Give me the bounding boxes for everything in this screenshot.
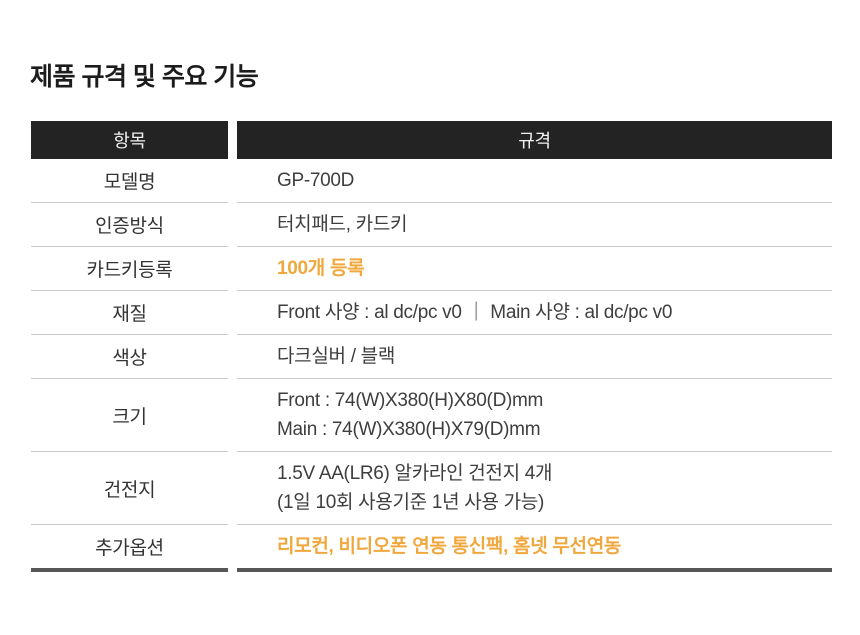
row-value: 다크실버 / 블랙 xyxy=(237,335,832,379)
row-value: 리모컨, 비디오폰 연동 통신팩, 홈넷 무선연동 xyxy=(237,525,832,572)
row-value-line: (1일 10회 사용기준 1년 사용 가능) xyxy=(277,492,544,513)
row-label: 추가옵션 xyxy=(31,525,228,572)
table-header-row: 항목 규격 xyxy=(31,121,832,159)
table-row: 재질 Front 사양 : al dc/pc v0 ｜ Main 사양 : al … xyxy=(31,291,832,335)
row-label: 카드키등록 xyxy=(31,247,228,291)
row-value-line: 1.5V AA(LR6) 알카라인 건전지 4개 xyxy=(277,463,553,484)
row-label: 크기 xyxy=(31,379,228,452)
row-label: 재질 xyxy=(31,291,228,335)
row-value-line: Main : 74(W)X380(H)X79(D)mm xyxy=(277,419,541,440)
table-row: 인증방식 터치패드, 카드키 xyxy=(31,203,832,247)
column-header-spec: 규격 xyxy=(237,121,832,159)
row-value-line: 리모컨, 비디오폰 연동 통신팩, 홈넷 무선연동 xyxy=(277,536,622,557)
table-body: 모델명 GP-700D 인증방식 터치패드, 카드키 카드키등록 100개 등록 재질 Fro… xyxy=(31,159,832,572)
table-row: 추가옵션 리모컨, 비디오폰 연동 통신팩, 홈넷 무선연동 xyxy=(31,525,832,572)
row-label: 건전지 xyxy=(31,452,228,525)
row-label: 인증방식 xyxy=(31,203,228,247)
table-row: 색상 다크실버 / 블랙 xyxy=(31,335,832,379)
row-value: Front 사양 : al dc/pc v0 ｜ Main 사양 : al dc… xyxy=(237,291,832,335)
column-header-item: 항목 xyxy=(31,121,228,159)
row-value: 터치패드, 카드키 xyxy=(237,203,832,247)
page-title: 제품 규격 및 주요 기능 xyxy=(30,63,259,91)
row-value-line: 다크실버 / 블랙 xyxy=(277,346,396,367)
row-value: 100개 등록 xyxy=(237,247,832,291)
row-label: 색상 xyxy=(31,335,228,379)
row-value-line: Front : 74(W)X380(H)X80(D)mm xyxy=(277,390,544,411)
table-row: 건전지 1.5V AA(LR6) 알카라인 건전지 4개 (1일 10회 사용기준 … xyxy=(31,452,832,525)
row-value-line: Front 사양 : al dc/pc v0 ｜ Main 사양 : al dc… xyxy=(277,302,673,323)
table-row: 모델명 GP-700D xyxy=(31,159,832,203)
row-value-line: 100개 등록 xyxy=(277,258,365,279)
row-label: 모델명 xyxy=(31,159,228,203)
table-row: 크기 Front : 74(W)X380(H)X80(D)mm Main : 74(… xyxy=(31,379,832,452)
table-row: 카드키등록 100개 등록 xyxy=(31,247,832,291)
row-value: 1.5V AA(LR6) 알카라인 건전지 4개 (1일 10회 사용기준 1년 … xyxy=(237,452,832,525)
row-value: Front : 74(W)X380(H)X80(D)mm Main : 74(W)… xyxy=(237,379,832,452)
row-value: GP-700D xyxy=(237,159,832,203)
row-value-line: 터치패드, 카드키 xyxy=(277,214,408,235)
row-value-line: GP-700D xyxy=(277,170,355,191)
